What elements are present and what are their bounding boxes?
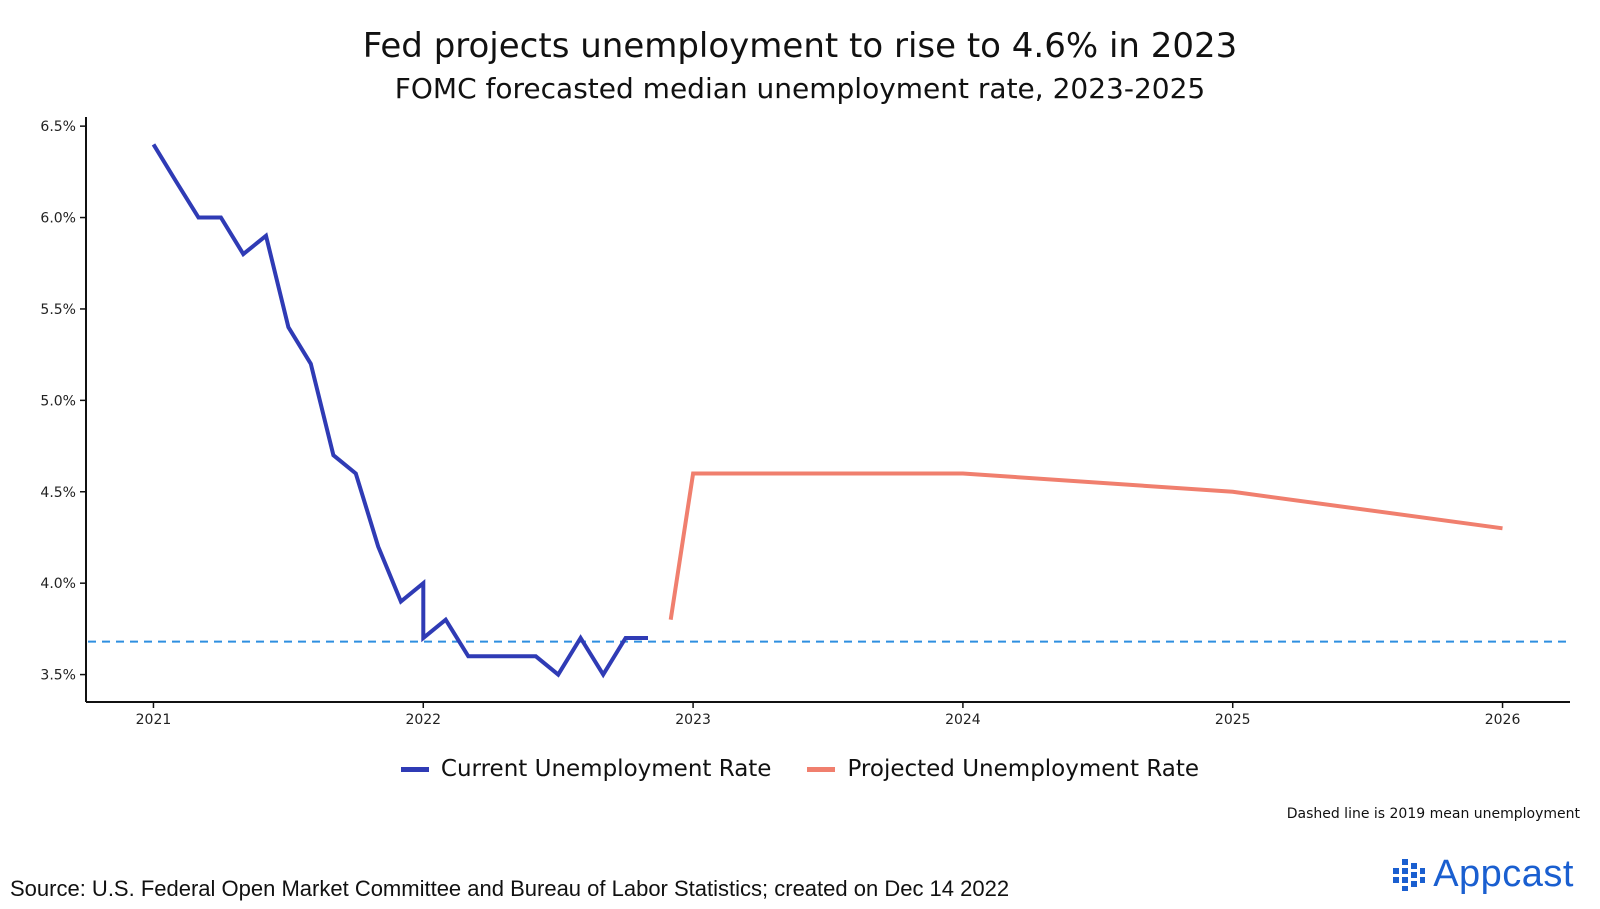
x-axis-ticks: 2021 2022 2023 2024 2025 2026 — [136, 702, 1521, 728]
appcast-dots-icon — [1393, 858, 1426, 891]
x-tick-label: 2021 — [136, 712, 172, 728]
y-tick-label: 5.0% — [40, 393, 76, 409]
x-tick-label: 2022 — [405, 712, 441, 728]
logo-text: Appcast — [1433, 853, 1574, 895]
legend-swatch-current — [400, 766, 429, 772]
chart-title: Fed projects unemployment to rise to 4.6… — [362, 26, 1238, 66]
reference-note: Dashed line is 2019 mean unemployment — [1286, 806, 1580, 822]
x-tick-label: 2025 — [1215, 712, 1251, 728]
series-line-projected — [668, 471, 1503, 621]
legend-item-current: Current Unemployment Rate — [400, 756, 772, 782]
series-line-current — [151, 143, 648, 679]
x-tick-label: 2024 — [945, 712, 981, 728]
appcast-logo: Appcast — [1393, 853, 1574, 896]
legend-item-projected: Projected Unemployment Rate — [807, 756, 1199, 782]
chart-subtitle: FOMC forecasted median unemployment rate… — [394, 72, 1206, 105]
x-tick-label: 2026 — [1485, 712, 1521, 728]
y-axis-ticks: 3.5% 4.0% 4.5% 5.0% 5.5% 6.0% 6.5% — [40, 119, 86, 684]
y-tick-label: 4.5% — [40, 485, 76, 501]
y-tick-label: 6.0% — [40, 211, 76, 227]
axes — [85, 117, 1570, 703]
legend-label-projected: Projected Unemployment Rate — [847, 756, 1200, 782]
y-tick-label: 5.5% — [40, 302, 76, 318]
y-tick-label: 4.0% — [40, 576, 76, 592]
x-tick-label: 2023 — [675, 712, 711, 728]
y-tick-label: 6.5% — [40, 119, 76, 135]
y-tick-label: 3.5% — [40, 668, 76, 684]
legend-label-current: Current Unemployment Rate — [440, 756, 772, 782]
legend: Current Unemployment Rate Projected Unem… — [0, 756, 1600, 782]
legend-swatch-projected — [807, 766, 836, 772]
source-caption: Source: U.S. Federal Open Market Committ… — [10, 876, 1010, 901]
series-group — [151, 143, 1503, 679]
